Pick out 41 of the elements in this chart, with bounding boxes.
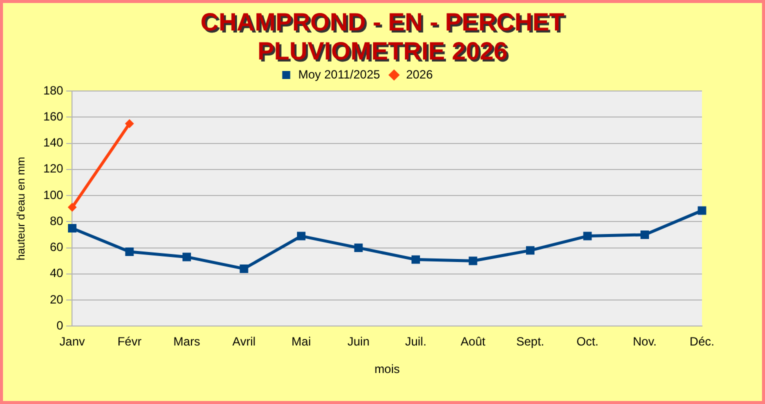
- y-tick-label: 140: [43, 136, 64, 150]
- point: [68, 202, 77, 212]
- point: [296, 232, 306, 240]
- point: [68, 224, 76, 232]
- y-tick-label: 60: [50, 240, 64, 254]
- x-tick-label: Janv: [60, 334, 85, 349]
- point: [124, 119, 134, 128]
- x-tick-label: Nov.: [632, 334, 657, 349]
- y-tick-label: 0: [56, 318, 64, 333]
- y-tick-label: 180: [43, 83, 64, 98]
- x-tick-label: Mai: [292, 334, 311, 349]
- point: [583, 232, 592, 240]
- point: [526, 246, 534, 255]
- x-tick-label: Mars: [173, 334, 200, 349]
- x-tick-label: Sept.: [516, 334, 544, 349]
- x-axis-title: mois: [374, 362, 400, 376]
- legend-label: 2026: [406, 67, 434, 82]
- chart-title: CHAMPROND - EN - PERCHET PLUVIOMETRIE 2026: [200, 8, 564, 68]
- x-tick-label: Oct.: [576, 334, 599, 349]
- point: [640, 230, 649, 239]
- y-axis-title: hauteur d'eau en mm: [16, 156, 28, 260]
- x-tick-label: Août: [460, 334, 486, 349]
- y-tick-label: 80: [50, 214, 64, 228]
- point: [354, 244, 363, 252]
- point: [240, 264, 248, 273]
- y-tick-label: 160: [43, 109, 64, 124]
- x-tick-label: Févr: [117, 334, 142, 349]
- point: [182, 252, 191, 262]
- y-tick-label: 20: [50, 292, 64, 306]
- y-tick-label: 40: [50, 266, 64, 280]
- point: [698, 206, 706, 215]
- x-tick-label: Juin: [347, 334, 370, 349]
- legend-label: Moy 2011/2025: [298, 67, 380, 82]
- point: [411, 255, 420, 264]
- x-tick-label: Juil.: [405, 334, 426, 349]
- point: [468, 256, 478, 266]
- y-tick-label: 120: [43, 162, 64, 176]
- y-tick-label: 100: [43, 188, 64, 202]
- point: [125, 247, 134, 256]
- x-tick-label: Avril: [232, 334, 256, 349]
- x-tick-label: Déc.: [690, 334, 714, 349]
